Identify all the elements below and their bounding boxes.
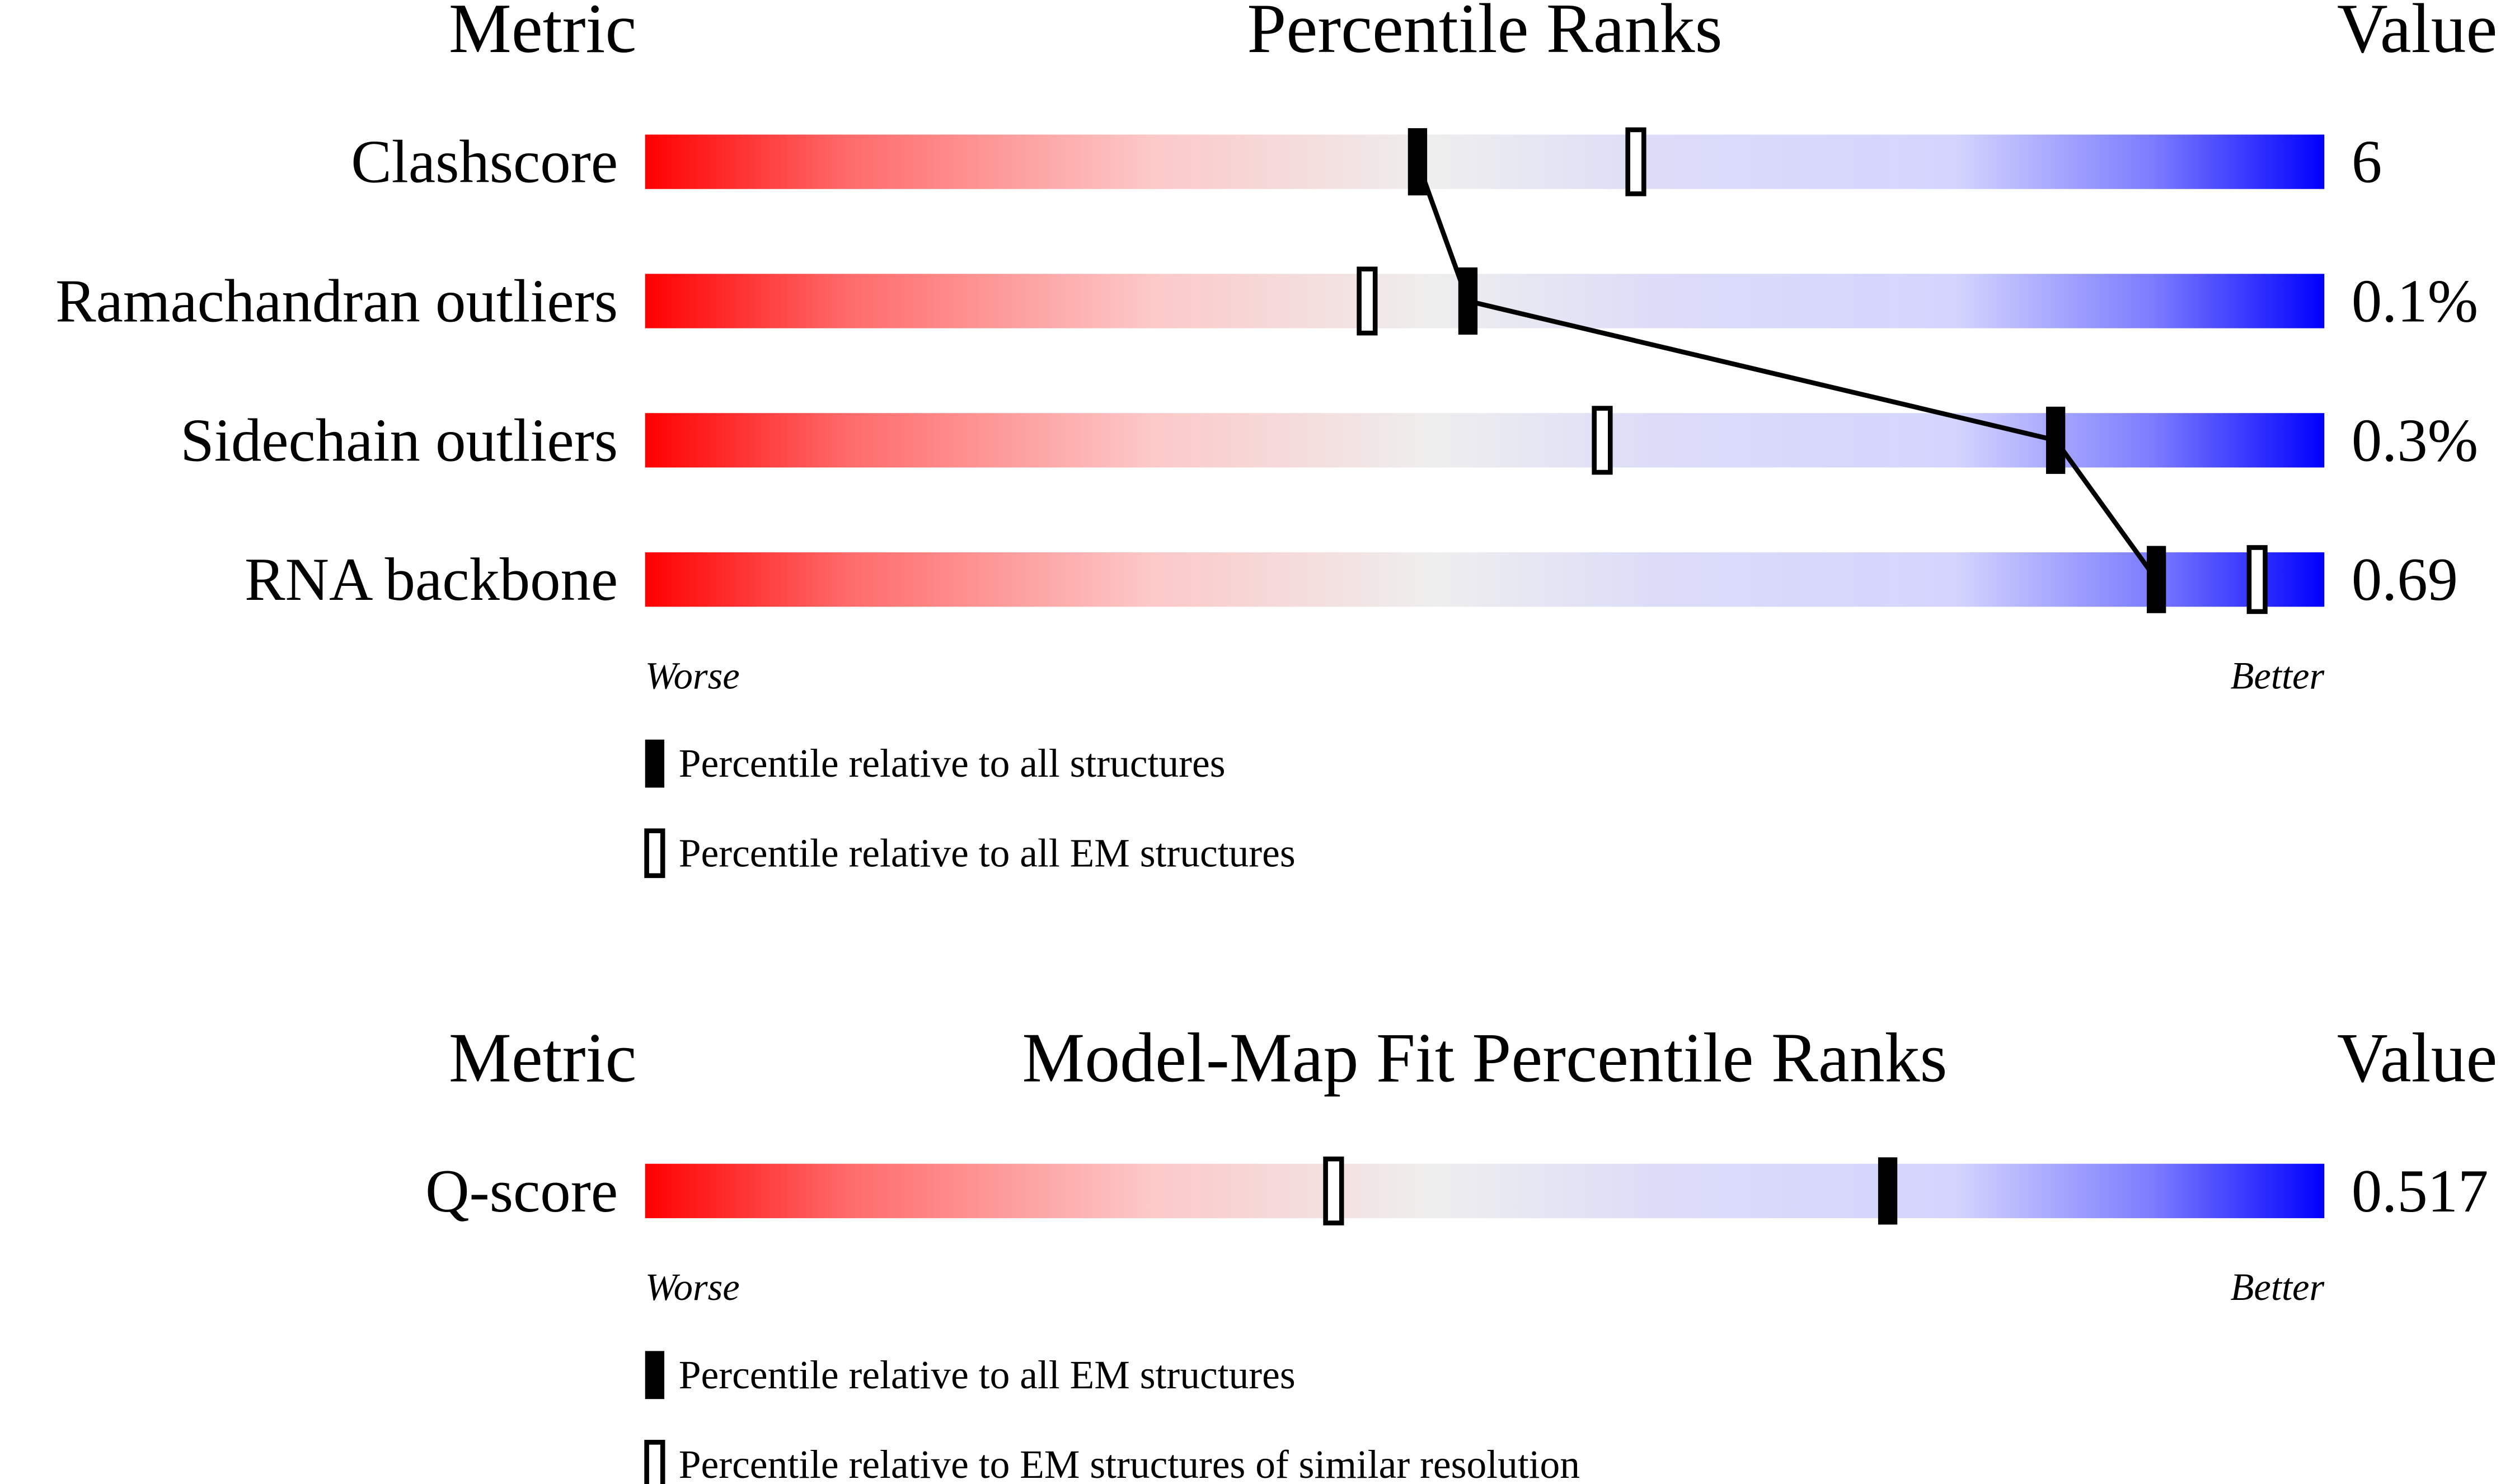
metric-header: Metric [449,1019,636,1097]
metric-value: 0.69 [2352,546,2458,613]
percentile-marker [1878,1157,1898,1225]
percentile-marker-open [1323,1156,1344,1225]
legend-swatch [644,828,665,879]
legend-swatch [645,739,665,788]
better-label: Better [2231,1266,2325,1308]
worse-label: Worse [645,654,740,697]
slider-bar [645,1163,2325,1218]
metric-label: Q-score [425,1157,618,1225]
legend-label: Percentile relative to all EM structures [679,1353,1296,1397]
value-header: Value [2337,1019,2498,1097]
slider-bar [645,274,2325,328]
slider-bar [645,134,2325,189]
legend-swatch [645,1351,665,1400]
metric-label: Ramachandran outliers [55,267,618,335]
metric-header: Metric [449,0,636,68]
worse-label: Worse [645,1266,740,1308]
better-label: Better [2231,654,2325,697]
metric-value: 0.3% [2352,406,2478,474]
metric-label: Clashscore [351,128,618,196]
metric-value: 6 [2352,128,2382,196]
metric-label: Sidechain outliers [180,406,618,474]
percentile-marker-open [1357,266,1378,336]
chart-title: Percentile Ranks [1247,0,1722,68]
legend-label: Percentile relative to all structures [679,741,1226,786]
legend-swatch [644,1440,665,1484]
slider-bar [645,413,2325,468]
slider-bar [645,552,2325,607]
connector-line [1415,161,2159,581]
chart-title: Model-Map Fit Percentile Ranks [1022,1019,1947,1097]
legend-label: Percentile relative to EM structures of … [679,1443,1580,1484]
legend-label: Percentile relative to all EM structures [679,831,1296,875]
percentile-marker-open [2246,545,2268,614]
metric-value: 0.1% [2352,267,2478,335]
percentile-marker [1458,267,1478,335]
percentile-marker [1408,128,1428,196]
percentile-marker [2146,546,2166,613]
value-header: Value [2337,0,2498,68]
metric-value: 0.517 [2352,1157,2489,1225]
metric-label: RNA backbone [245,546,618,613]
percentile-marker [2045,406,2066,474]
percentile-marker-open [1625,127,1646,196]
percentile-marker-open [1592,406,1613,475]
